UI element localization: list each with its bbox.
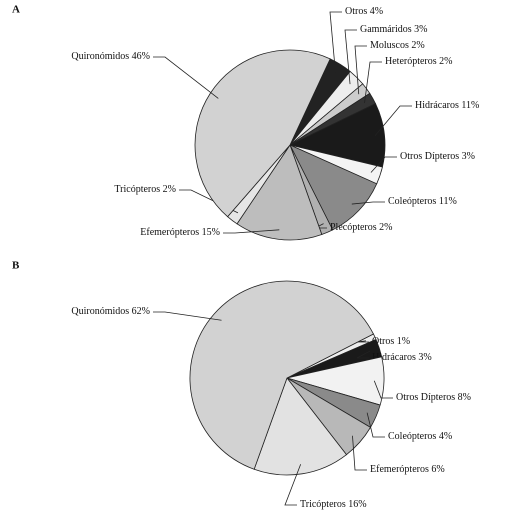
slice-label: Tricópteros 16% <box>300 499 367 510</box>
category-name: Efemerópteros <box>370 464 429 475</box>
value-label: 15% <box>202 227 220 238</box>
leader-line <box>364 61 382 104</box>
category-name: Coleópteros <box>388 431 436 442</box>
category-name: Hidrácaros <box>415 100 459 111</box>
leader-line <box>344 29 357 85</box>
slice-label: Coleópteros 11% <box>388 196 457 207</box>
slice-label: Otros 1% <box>372 336 410 347</box>
slice-label: Otros 4% <box>345 6 383 17</box>
panel-label: A <box>12 4 20 16</box>
category-name: Efemerópteros <box>140 227 199 238</box>
category-name: Heterópteros <box>385 56 437 67</box>
leader-line <box>354 45 367 95</box>
leader-line <box>351 201 385 205</box>
pie-slice <box>194 49 331 218</box>
value-label: 4% <box>439 431 452 442</box>
category-name: Otros <box>372 336 394 347</box>
slice-label: Efemerópteros 15% <box>140 227 220 238</box>
value-label: 6% <box>431 464 444 475</box>
leader-line <box>370 156 397 173</box>
panel-label: B <box>12 260 20 272</box>
value-label: 3% <box>414 24 427 35</box>
category-name: Tricópteros <box>300 499 346 510</box>
leader-line <box>366 412 385 438</box>
value-label: 62% <box>132 306 150 317</box>
slice-label: Hidrácaros 3% <box>372 352 432 363</box>
leader-line <box>153 311 222 321</box>
leader-line <box>329 11 342 73</box>
category-name: Plecópteros <box>330 222 377 233</box>
pie-slice <box>253 377 348 476</box>
leader-line <box>223 229 280 234</box>
pie-slice <box>236 144 323 241</box>
leader-line <box>374 105 412 137</box>
slice-label: Efemerópteros 6% <box>370 464 445 475</box>
value-label: 3% <box>462 151 475 162</box>
category-name: Otros Dípteros <box>400 151 459 162</box>
value-label: 4% <box>370 6 383 17</box>
slice-label: Quironómidos 62% <box>71 306 150 317</box>
value-label: 3% <box>418 352 431 363</box>
pie-slice <box>189 280 374 470</box>
value-label: 8% <box>458 392 471 403</box>
slice-label: Moluscos 2% <box>370 40 425 51</box>
category-name: Quironómidos <box>71 306 129 317</box>
slice-label: Otros Dípteros 8% <box>396 392 471 403</box>
value-label: 2% <box>411 40 424 51</box>
pie-slice <box>289 144 378 231</box>
category-name: Gammáridos <box>360 24 412 35</box>
category-name: Coleópteros <box>388 196 436 207</box>
slice-label: Hidrácaros 11% <box>415 100 479 111</box>
leader-line <box>352 435 367 471</box>
category-name: Otros <box>345 6 367 17</box>
slice-label: Coleópteros 4% <box>388 431 452 442</box>
value-label: 2% <box>379 222 392 233</box>
category-name: Quironómidos <box>71 51 129 62</box>
leader-line <box>373 380 393 399</box>
slice-label: Otros Dípteros 3% <box>400 151 475 162</box>
category-name: Tricópteros <box>114 184 160 195</box>
slice-label: Quironómidos 46% <box>71 51 150 62</box>
pie-slice <box>288 103 386 168</box>
slice-label: Tricópteros 2% <box>114 184 176 195</box>
category-name: Hidrácaros <box>372 352 416 363</box>
leader-line <box>153 56 219 99</box>
category-name: Otros Dípteros <box>396 392 455 403</box>
value-label: 2% <box>439 56 452 67</box>
value-label: 2% <box>163 184 176 195</box>
value-label: 46% <box>132 51 150 62</box>
value-label: 16% <box>348 499 366 510</box>
category-name: Moluscos <box>370 40 409 51</box>
value-label: 1% <box>397 336 410 347</box>
leader-line <box>356 350 371 359</box>
value-label: 11% <box>461 100 479 111</box>
value-label: 11% <box>439 196 457 207</box>
slice-label: Plecópteros 2% <box>330 222 393 233</box>
slice-label: Gammáridos 3% <box>360 24 428 35</box>
slice-label: Heterópteros 2% <box>385 56 453 67</box>
leader-line <box>284 464 302 506</box>
